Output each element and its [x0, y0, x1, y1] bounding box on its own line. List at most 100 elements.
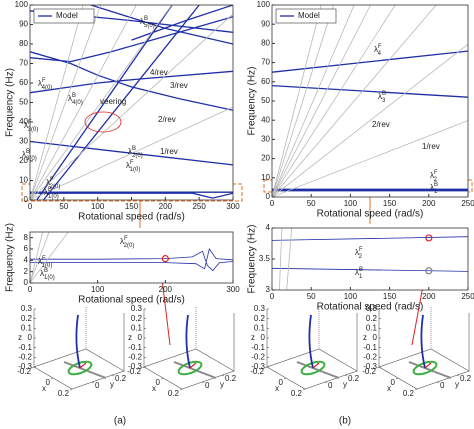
annotation-sub: 4(0) [72, 100, 83, 106]
z-tick-label: 0.1 [131, 323, 143, 332]
annotation-text: λ [374, 45, 378, 54]
x-tick [69, 388, 73, 391]
y-axis-label: Frequency (Hz) [5, 223, 16, 292]
z-tick-label: -0.1 [363, 343, 377, 352]
plot-area [30, 232, 233, 283]
marker [425, 267, 433, 275]
x-axis-label: Rotational speed (rad/s) [317, 209, 424, 220]
y-tick [111, 374, 115, 377]
x-tick [179, 388, 183, 391]
y-tick-label: 100 [257, 0, 271, 9]
series-line [30, 5, 233, 200]
y-tick-label: 2 [24, 267, 29, 276]
red-arrow [189, 362, 197, 369]
y-tick-label: 40 [19, 117, 28, 126]
annotation-text: λ [120, 237, 124, 246]
x-tick [302, 388, 306, 391]
annotation-sub: 2(0) [132, 153, 143, 159]
annotation-text: λ [40, 269, 44, 278]
x-tick-label: -0.2 [362, 367, 376, 376]
z-tick-label: -0.2 [251, 352, 265, 361]
z-tick-label: -0.1 [18, 343, 32, 352]
annotation: λF 2(0) [120, 236, 134, 249]
y-tick-label: 0 [205, 381, 210, 390]
x-tick-label: 0 [28, 285, 33, 294]
y-tick-label: 10 [261, 173, 270, 182]
x-tick-label: 0 [270, 199, 275, 208]
annotation: 1/rev [422, 142, 440, 151]
annotation-sup: B [26, 149, 30, 155]
annotation-sub: 2 [359, 254, 363, 260]
z-tick-label: 0.3 [21, 304, 33, 313]
annotation-sup: B [72, 93, 76, 99]
x-tick-label: 0 [391, 378, 396, 387]
annotation-text: 4/rev [150, 68, 168, 77]
y-tick-label: 60 [261, 77, 270, 86]
x-tick-label: 250 [461, 292, 474, 301]
annotation-sub: 5(0) [144, 23, 155, 29]
x-tick [414, 388, 418, 391]
annotation-text: 1/rev [160, 147, 178, 156]
y-tick-label: 3.5 [259, 254, 271, 263]
annotation: λB 2(0) [128, 146, 143, 159]
annotation-text: λ [38, 257, 42, 266]
annotation: λB 1(0) [40, 268, 55, 281]
y-tick-label: 20 [19, 156, 28, 165]
annotation-text: λ [140, 17, 144, 26]
annotation-sup: B [359, 267, 363, 273]
annotation-sub: 4(0) [42, 85, 53, 91]
annotation: 2/rev [158, 115, 176, 124]
legend-box [33, 8, 95, 24]
x-tick [50, 377, 54, 380]
x-label: x [275, 384, 279, 393]
x-axis-label: Rotational speed (rad/s) [78, 295, 185, 306]
y-tick-label: 8 [24, 233, 29, 242]
z-tick-label: 0.2 [366, 314, 378, 323]
x-tick [283, 377, 287, 380]
x-tick-label: 0 [270, 292, 275, 301]
mode-shape [420, 314, 426, 369]
plot-frame [29, 231, 234, 284]
x-tick [376, 366, 380, 369]
z-tick-label: 0.2 [131, 314, 143, 323]
x-label: x [387, 384, 391, 393]
annotation-text: 2/rev [158, 115, 176, 124]
x-tick-label: 50 [59, 202, 68, 211]
annotation-sup: B [132, 146, 136, 152]
x-axis-label: Rotational speed (rad/s) [317, 302, 424, 313]
series-line [30, 232, 69, 283]
x-tick-label: -0.2 [17, 367, 31, 376]
y-tick-label: 20 [261, 154, 270, 163]
y-tick-label: 0.2 [225, 374, 237, 383]
x-tick-label: -0.2 [250, 367, 264, 376]
y-axis-label: Frequency (Hz) [247, 225, 258, 294]
y-label: y [110, 380, 114, 389]
x-tick-label: 50 [307, 199, 316, 208]
annotation-sup: F [42, 78, 46, 84]
z-tick-label: -0.2 [363, 352, 377, 361]
legend-label: Model [298, 11, 320, 20]
x-label: x [42, 384, 46, 393]
annotation: veering [100, 97, 126, 106]
x-tick-label: 250 [192, 202, 206, 211]
mode-shape [185, 314, 191, 369]
x-tick-label: 200 [159, 285, 173, 294]
z-tick-label: 0.1 [254, 323, 266, 332]
red-arrow [424, 362, 432, 369]
annotation-sub: 2(0) [50, 184, 61, 190]
y-tick-label: 0 [95, 381, 100, 390]
x-tick-label: 300 [226, 202, 240, 211]
y-tick-label: 0 [24, 278, 29, 287]
y-label: y [343, 380, 347, 389]
annotation-sub: 1(0) [44, 275, 55, 281]
x-tick-label: 0 [156, 378, 161, 387]
y-tick-label: 0 [328, 381, 333, 390]
annotation-sup: B [48, 187, 52, 193]
y-tick-label: 30 [19, 137, 28, 146]
x-tick-label: 100 [91, 285, 105, 294]
x-tick-label: 0 [279, 378, 284, 387]
y-tick-label: 30 [261, 135, 270, 144]
x-tick [141, 366, 145, 369]
panel-label: (b) [339, 416, 351, 427]
